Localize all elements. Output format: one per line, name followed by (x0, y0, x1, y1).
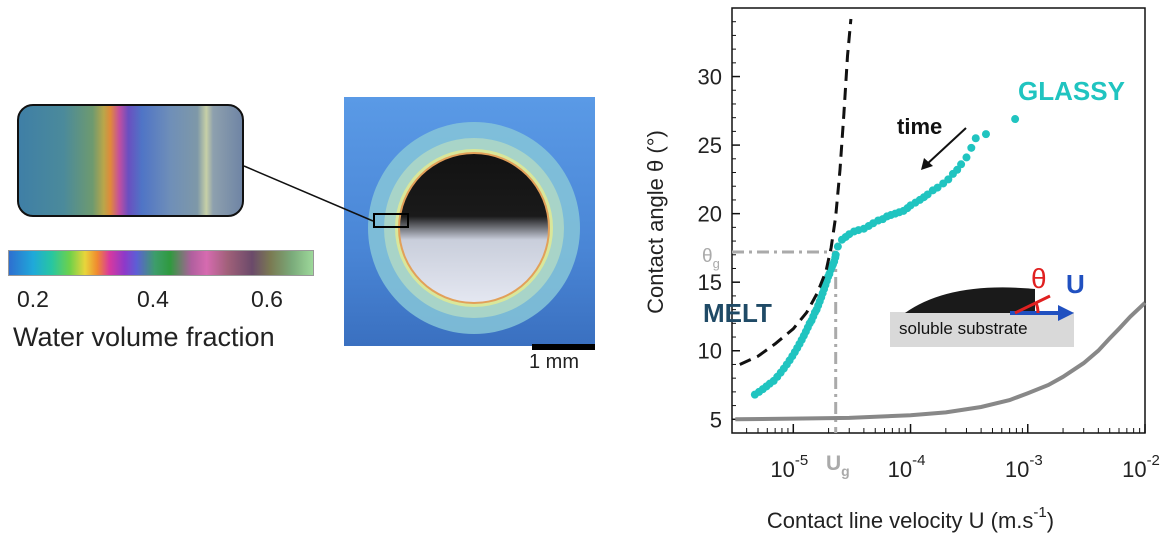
inset-theta-label: θ (1031, 263, 1047, 294)
scale-label: 1 mm (529, 351, 579, 373)
y-tick-label: 25 (698, 133, 722, 158)
colorbar (8, 250, 314, 276)
inset-angle-arc (1034, 302, 1040, 314)
glassy-data-point (967, 143, 976, 152)
time-arrow-head (921, 158, 933, 170)
glassy-data-point (981, 130, 990, 139)
melt-label: MELT (703, 298, 772, 328)
glassy-data-point (831, 250, 840, 259)
x-tick-label: 10-2 (1122, 452, 1160, 482)
y-axis-label: Contact angle θ (°) (643, 130, 668, 314)
model-dashed-curve (739, 18, 853, 366)
y-tick-label: 20 (698, 202, 722, 227)
colorbar-title: Water volume fraction (13, 322, 275, 352)
colorbar-tick-2: 0.6 (251, 286, 283, 312)
time-label: time (897, 114, 942, 139)
inset-velocity-arrow-head (1058, 305, 1074, 321)
x-tick-label: 10-3 (1005, 452, 1043, 482)
glassy-label: GLASSY (1018, 76, 1125, 106)
y-tick-label: 15 (698, 270, 722, 295)
glassy-data-point (944, 175, 953, 184)
x-axis-label: Contact line velocity U (m.s-1) (767, 504, 1054, 533)
x-tick-label: 10-5 (770, 452, 808, 482)
inset-drop-shape (905, 287, 1035, 313)
photo-zoom-marker (373, 213, 409, 228)
ug-label: Ug (826, 452, 850, 479)
glassy-data-point (833, 242, 842, 251)
theta-g-label: θg (702, 246, 720, 271)
glassy-data-point (957, 160, 966, 169)
glassy-data-point (933, 183, 942, 192)
y-tick-label: 30 (698, 65, 722, 90)
inset-substrate-block (890, 312, 1074, 347)
y-tick-label: 10 (698, 339, 722, 364)
plot-frame (731, 7, 1146, 434)
inset-contact-angle-line (1014, 294, 1051, 315)
scale-bar (532, 344, 595, 350)
inset-u-label: U (1066, 269, 1085, 299)
baseline-gray-curve (735, 301, 1147, 422)
time-arrow-line (925, 127, 967, 166)
y-tick-label: 5 (710, 407, 722, 432)
drop-photograph (344, 97, 595, 346)
glassy-data-point (971, 134, 980, 143)
glassy-data-point (962, 153, 971, 162)
x-tick-label: 10-4 (888, 452, 926, 482)
zoomed-interference-fringes (17, 104, 244, 217)
inset-substrate-label: soluble substrate (899, 319, 1028, 338)
glassy-data-point (1011, 115, 1020, 124)
colorbar-tick-1: 0.4 (137, 286, 169, 312)
colorbar-tick-0: 0.2 (17, 286, 49, 312)
